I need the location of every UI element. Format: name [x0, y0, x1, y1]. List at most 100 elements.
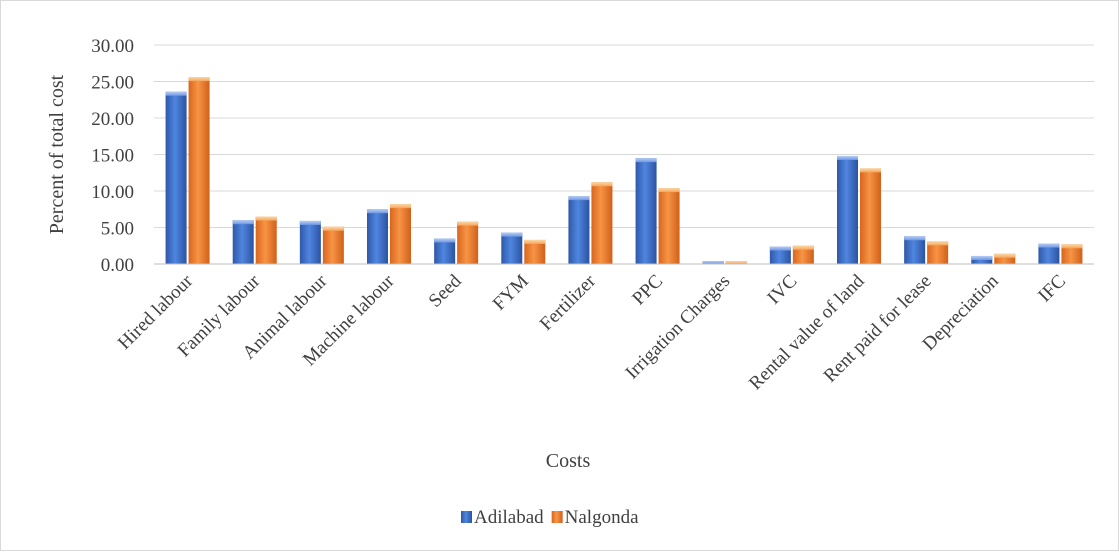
bar-body	[860, 168, 881, 264]
bar-body	[524, 239, 546, 264]
x-category-label: Rental value of land	[745, 270, 869, 394]
bar-cap	[568, 196, 590, 201]
bar-cap	[390, 204, 411, 209]
bar-body	[255, 216, 277, 264]
bar-body	[188, 77, 210, 265]
bar-adilabad-13	[971, 255, 993, 264]
bar-cap	[591, 182, 613, 187]
bar-nalgonda-3	[322, 226, 344, 264]
y-tick-label: 10.00	[91, 182, 134, 203]
bar-adilabad-10	[769, 246, 791, 264]
bar-cap	[165, 91, 187, 96]
y-axis-title: Percent of total cost	[46, 74, 68, 234]
bar-nalgonda-2	[255, 216, 277, 264]
legend-item-nalgonda: Nalgonda	[551, 507, 639, 528]
bar-nalgonda-10	[792, 245, 814, 264]
bar-cap	[860, 168, 881, 173]
bar-adilabad-6	[501, 232, 523, 264]
bar-cap	[927, 241, 949, 246]
bar-body	[322, 226, 344, 264]
bar-adilabad-3	[299, 220, 321, 264]
bar-adilabad-5	[434, 238, 456, 264]
bar-body	[165, 91, 187, 264]
bar-cap	[367, 209, 388, 214]
bar-cap	[658, 188, 680, 193]
bar-body	[501, 232, 523, 264]
bar-adilabad-4	[367, 209, 388, 264]
bar-body	[837, 155, 858, 264]
bar-nalgonda-8	[658, 188, 680, 264]
x-category-label: Seed	[425, 270, 466, 311]
x-category-label: FYM	[489, 271, 533, 315]
bar-adilabad-14	[1038, 243, 1060, 264]
bar-cap	[725, 261, 747, 264]
bar-adilabad-1	[165, 91, 187, 264]
bar-cap	[188, 77, 210, 82]
bar-cap	[1061, 244, 1083, 249]
y-tick-label: 20.00	[91, 109, 134, 130]
bar-adilabad-2	[232, 220, 254, 264]
bar-nalgonda-6	[524, 239, 546, 264]
bar-nalgonda-12	[927, 241, 949, 264]
y-tick-label: 25.00	[91, 73, 134, 94]
bar-adilabad-8	[635, 158, 657, 264]
bar-adilabad-12	[904, 236, 926, 264]
bar-nalgonda-5	[457, 221, 479, 264]
bar-body	[568, 196, 590, 264]
bar-body	[232, 220, 254, 264]
bar-body	[658, 188, 680, 264]
bar-cap	[1038, 243, 1060, 248]
bar-body	[994, 253, 1016, 264]
bar-cap	[232, 220, 254, 225]
bar-body	[1038, 243, 1060, 264]
x-category-label: IFC	[1034, 271, 1070, 307]
bar-cap	[501, 232, 523, 237]
bars	[165, 77, 1083, 265]
bar-cap	[457, 221, 479, 226]
y-tick-label: 0.00	[101, 255, 134, 276]
bar-cap	[434, 238, 456, 243]
x-axis-title: Costs	[546, 450, 591, 472]
gridlines	[154, 44, 1094, 228]
legend-swatch	[461, 511, 472, 523]
bar-nalgonda-1	[188, 77, 210, 265]
bar-body	[390, 204, 411, 264]
bar-nalgonda-9	[725, 261, 747, 264]
bar-cap	[837, 155, 858, 160]
bar-body	[635, 158, 657, 264]
bar-body	[1061, 244, 1083, 264]
x-category-label: Fertilizer	[536, 270, 601, 335]
bar-nalgonda-13	[994, 253, 1016, 264]
legend-swatch	[551, 511, 563, 523]
bar-body	[904, 236, 926, 264]
bar-nalgonda-11	[860, 168, 881, 264]
bar-adilabad-9	[702, 261, 724, 264]
bar-body	[367, 209, 388, 264]
legend-item-adilabad: Adilabad	[461, 507, 544, 528]
bar-cap	[994, 253, 1016, 258]
legend: Adilabad Nalgonda	[461, 507, 639, 528]
y-tick-label: 5.00	[101, 219, 134, 240]
bar-cap	[971, 255, 993, 260]
bar-nalgonda-4	[390, 204, 411, 264]
bar-cap	[635, 158, 657, 163]
x-category-label: IVC	[763, 271, 801, 309]
bar-cap	[792, 245, 814, 250]
bar-body	[769, 246, 791, 264]
bar-body	[792, 245, 814, 264]
x-category-label: PPC	[628, 271, 667, 310]
bar-cap	[702, 261, 724, 264]
bar-body	[591, 182, 613, 264]
legend-label: Nalgonda	[565, 507, 639, 528]
y-tick-label: 15.00	[91, 146, 134, 167]
y-tick-label: 30.00	[91, 36, 134, 57]
y-axis-ticks: 0.00 5.00 10.00 15.00 20.00 25.00 30.00	[91, 36, 134, 276]
bar-adilabad-11	[837, 155, 858, 264]
bar-body	[927, 241, 949, 264]
bar-body	[299, 220, 321, 264]
bar-body	[457, 221, 479, 264]
bar-nalgonda-7	[591, 182, 613, 264]
